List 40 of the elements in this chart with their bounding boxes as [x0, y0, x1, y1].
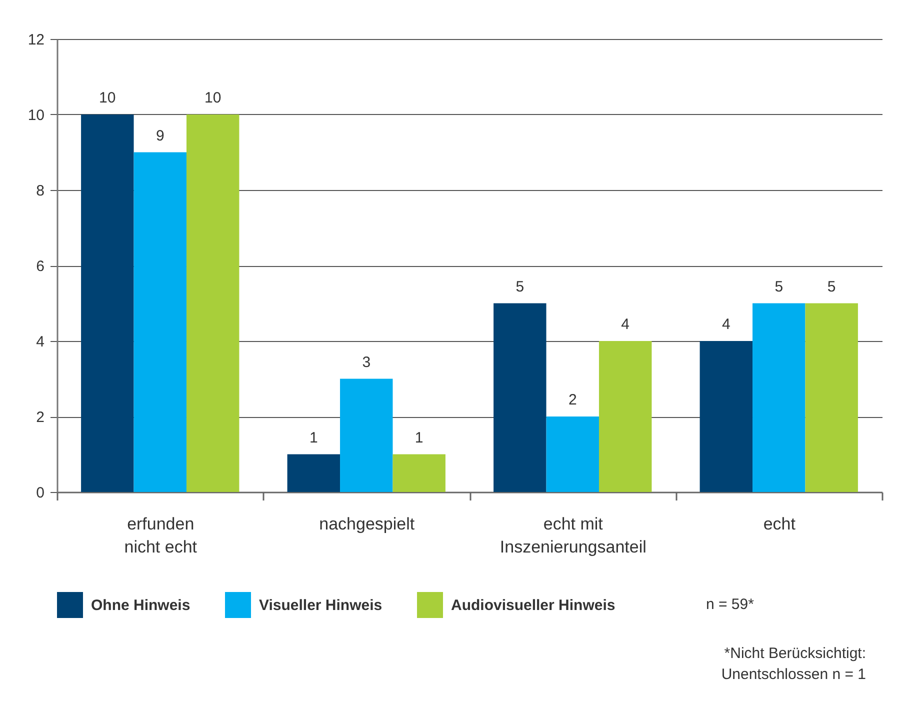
y-tick-label: 2 [36, 409, 44, 426]
bar [340, 378, 393, 492]
bar [81, 114, 134, 492]
data-label: 2 [568, 392, 577, 408]
y-tick-label: 12 [28, 32, 44, 48]
data-label: 10 [204, 90, 222, 106]
data-label: 3 [362, 354, 371, 371]
legend-label: Ohne Hinweis [91, 597, 190, 614]
bar [287, 454, 340, 492]
bar [752, 303, 806, 492]
text: *Nicht Berücksichtigt: Unentschlossen n = 1 [721, 645, 866, 683]
bar [494, 303, 546, 492]
bar [805, 303, 858, 492]
data-label: 9 [156, 127, 164, 144]
bar [598, 341, 652, 492]
y-tick-label: 4 [36, 334, 44, 350]
bar [186, 114, 240, 492]
x-tick-label: erfunden nicht echt [124, 514, 198, 556]
data-label: 4 [722, 316, 730, 333]
y-tick-label: 0 [36, 484, 44, 502]
bar [700, 341, 753, 492]
data-label: 5 [774, 278, 784, 296]
bar [392, 454, 446, 492]
data-label: 10 [99, 90, 116, 106]
y-tick-label: 10 [28, 107, 44, 124]
x-tick-label: nachgespielt [319, 514, 415, 534]
legend-label: Audiovisueller Hinweis [451, 597, 616, 614]
bar [546, 416, 599, 492]
y-tick-label: 8 [36, 182, 44, 200]
x-tick-label: echt [763, 514, 796, 534]
x-tick-label: echt mit Inszenierungsanteil [500, 514, 646, 556]
data-label: 1 [309, 429, 318, 446]
legend-label: Visueller Hinweis [259, 597, 382, 614]
text: n = 59* [706, 596, 754, 613]
bar [134, 152, 186, 492]
data-label: 5 [516, 278, 524, 296]
y-tick-label: 6 [36, 258, 44, 275]
data-label: 1 [414, 429, 424, 446]
data-label: 4 [621, 316, 630, 333]
data-label: 5 [827, 278, 836, 296]
